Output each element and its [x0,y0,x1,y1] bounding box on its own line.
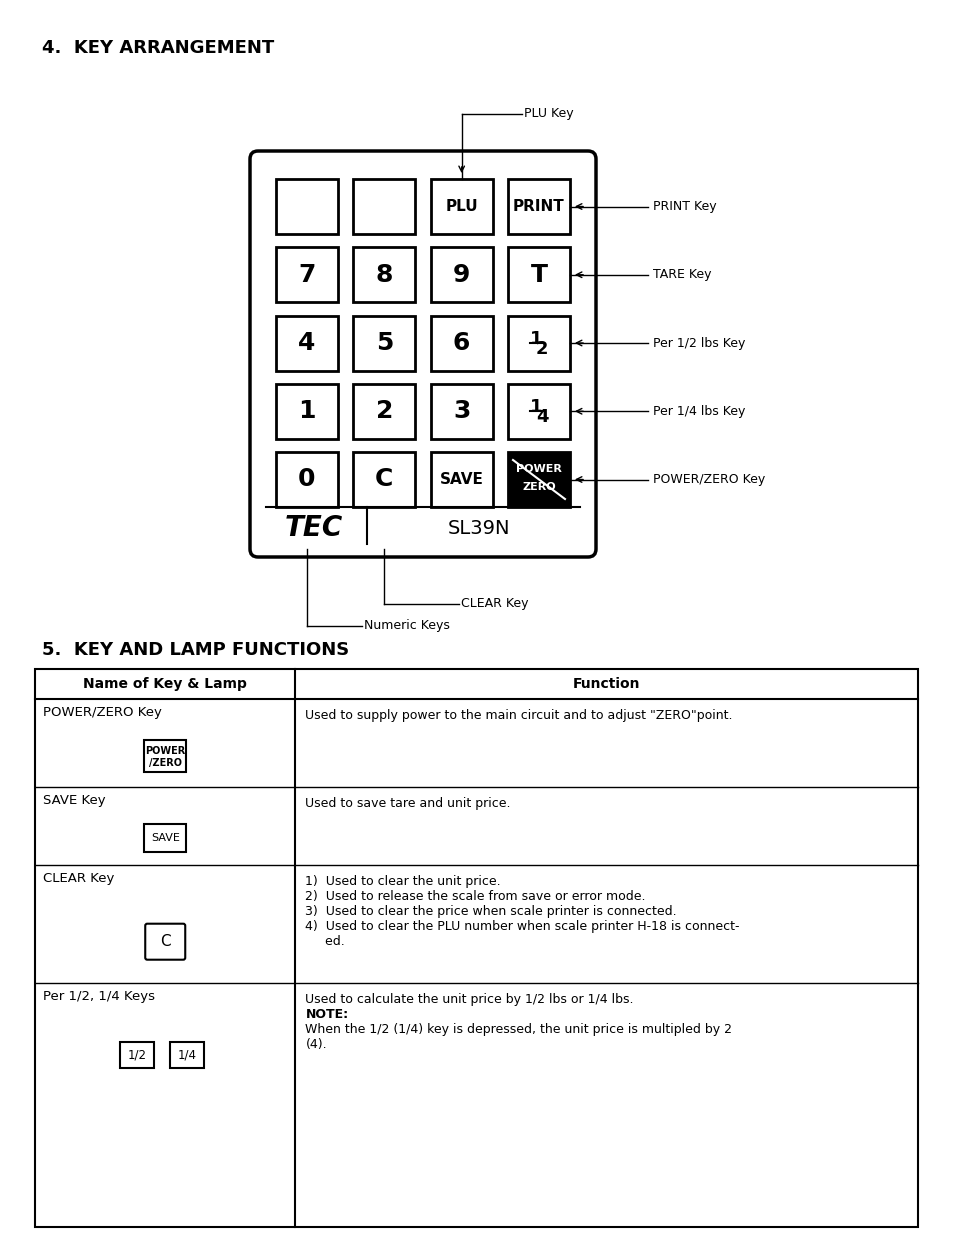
Text: ZERO: ZERO [521,482,556,492]
Text: Numeric Keys: Numeric Keys [364,620,450,632]
Text: TEC: TEC [285,514,343,541]
Text: 2)  Used to release the scale from save or error mode.: 2) Used to release the scale from save o… [305,890,645,903]
Bar [35,669,917,1227]
Text: Used to calculate the unit price by 1/2 lbs or 1/4 lbs.: Used to calculate the unit price by 1/2 … [305,992,634,1006]
Text: SAVE: SAVE [439,472,483,487]
Bar [507,452,569,507]
Text: 5.  KEY AND LAMP FUNCTIONS: 5. KEY AND LAMP FUNCTIONS [42,641,349,659]
Text: 1/4: 1/4 [177,1048,196,1061]
Text: Name of Key & Lamp: Name of Key & Lamp [83,676,247,691]
Bar [275,248,337,302]
Text: Per 1/4 lbs Key: Per 1/4 lbs Key [652,405,744,418]
Text: 6: 6 [453,331,470,356]
Text: Used to save tare and unit price.: Used to save tare and unit price. [305,797,511,810]
Text: SL39N: SL39N [447,518,510,538]
Text: PRINT: PRINT [513,199,564,214]
Text: ed.: ed. [305,935,345,948]
Text: 1: 1 [529,398,541,416]
Bar [275,384,337,439]
Text: 9: 9 [453,263,470,286]
Text: PRINT Key: PRINT Key [652,199,716,213]
Text: C: C [375,467,393,492]
Text: Used to supply power to the main circuit and to adjust "ZERO"point.: Used to supply power to the main circuit… [305,709,732,722]
Bar [144,740,186,772]
Bar [430,248,492,302]
Text: C: C [160,934,171,949]
Text: /ZERO: /ZERO [149,758,182,768]
Text: 2: 2 [536,339,548,358]
Bar [144,824,186,851]
Text: 1)  Used to clear the unit price.: 1) Used to clear the unit price. [305,875,500,888]
Bar [275,316,337,370]
Text: 7: 7 [298,263,315,286]
Text: 2: 2 [375,399,393,424]
Bar [275,178,337,234]
Text: CLEAR Key: CLEAR Key [461,597,528,611]
Text: 4)  Used to clear the PLU number when scale printer H-18 is connect-: 4) Used to clear the PLU number when sca… [305,921,740,933]
Bar [507,384,569,439]
Bar [507,178,569,234]
Text: 4: 4 [298,331,315,356]
Text: 1: 1 [298,399,315,424]
Bar [430,384,492,439]
Text: 5: 5 [375,331,393,356]
Text: When the 1/2 (1/4) key is depressed, the unit price is multipled by 2: When the 1/2 (1/4) key is depressed, the… [305,1023,732,1036]
Bar [353,384,415,439]
Text: (4).: (4). [305,1038,327,1051]
Text: TARE Key: TARE Key [652,269,711,281]
Text: POWER: POWER [145,746,185,756]
FancyBboxPatch shape [250,151,596,558]
Text: NOTE:: NOTE: [305,1009,348,1021]
Bar [120,1042,154,1068]
Text: SAVE: SAVE [151,833,179,843]
Text: POWER: POWER [516,465,561,475]
Text: POWER/ZERO Key: POWER/ZERO Key [652,473,764,486]
Text: T: T [530,263,547,286]
Text: CLEAR Key: CLEAR Key [43,872,114,885]
Text: 1/2: 1/2 [128,1048,147,1061]
Bar [353,452,415,507]
Bar [353,178,415,234]
Bar [275,452,337,507]
Bar [507,248,569,302]
Text: PLU Key: PLU Key [523,108,573,120]
Text: Per 1/2 lbs Key: Per 1/2 lbs Key [652,337,744,349]
Text: Per 1/2, 1/4 Keys: Per 1/2, 1/4 Keys [43,990,154,1004]
Bar [430,316,492,370]
Text: Function: Function [573,676,639,691]
Bar [170,1042,204,1068]
Bar [507,316,569,370]
Text: 4.  KEY ARRANGEMENT: 4. KEY ARRANGEMENT [42,38,274,57]
Text: 0: 0 [298,467,315,492]
Text: PLU: PLU [445,199,477,214]
Bar [430,178,492,234]
FancyBboxPatch shape [145,924,185,960]
Text: POWER/ZERO Key: POWER/ZERO Key [43,706,162,719]
Text: 8: 8 [375,263,393,286]
Bar [353,316,415,370]
Text: 1: 1 [529,330,541,348]
Text: 4: 4 [536,408,548,426]
Text: SAVE Key: SAVE Key [43,794,106,807]
Bar [353,248,415,302]
Text: 3: 3 [453,399,470,424]
Text: 3)  Used to clear the price when scale printer is connected.: 3) Used to clear the price when scale pr… [305,904,677,918]
Bar [430,452,492,507]
